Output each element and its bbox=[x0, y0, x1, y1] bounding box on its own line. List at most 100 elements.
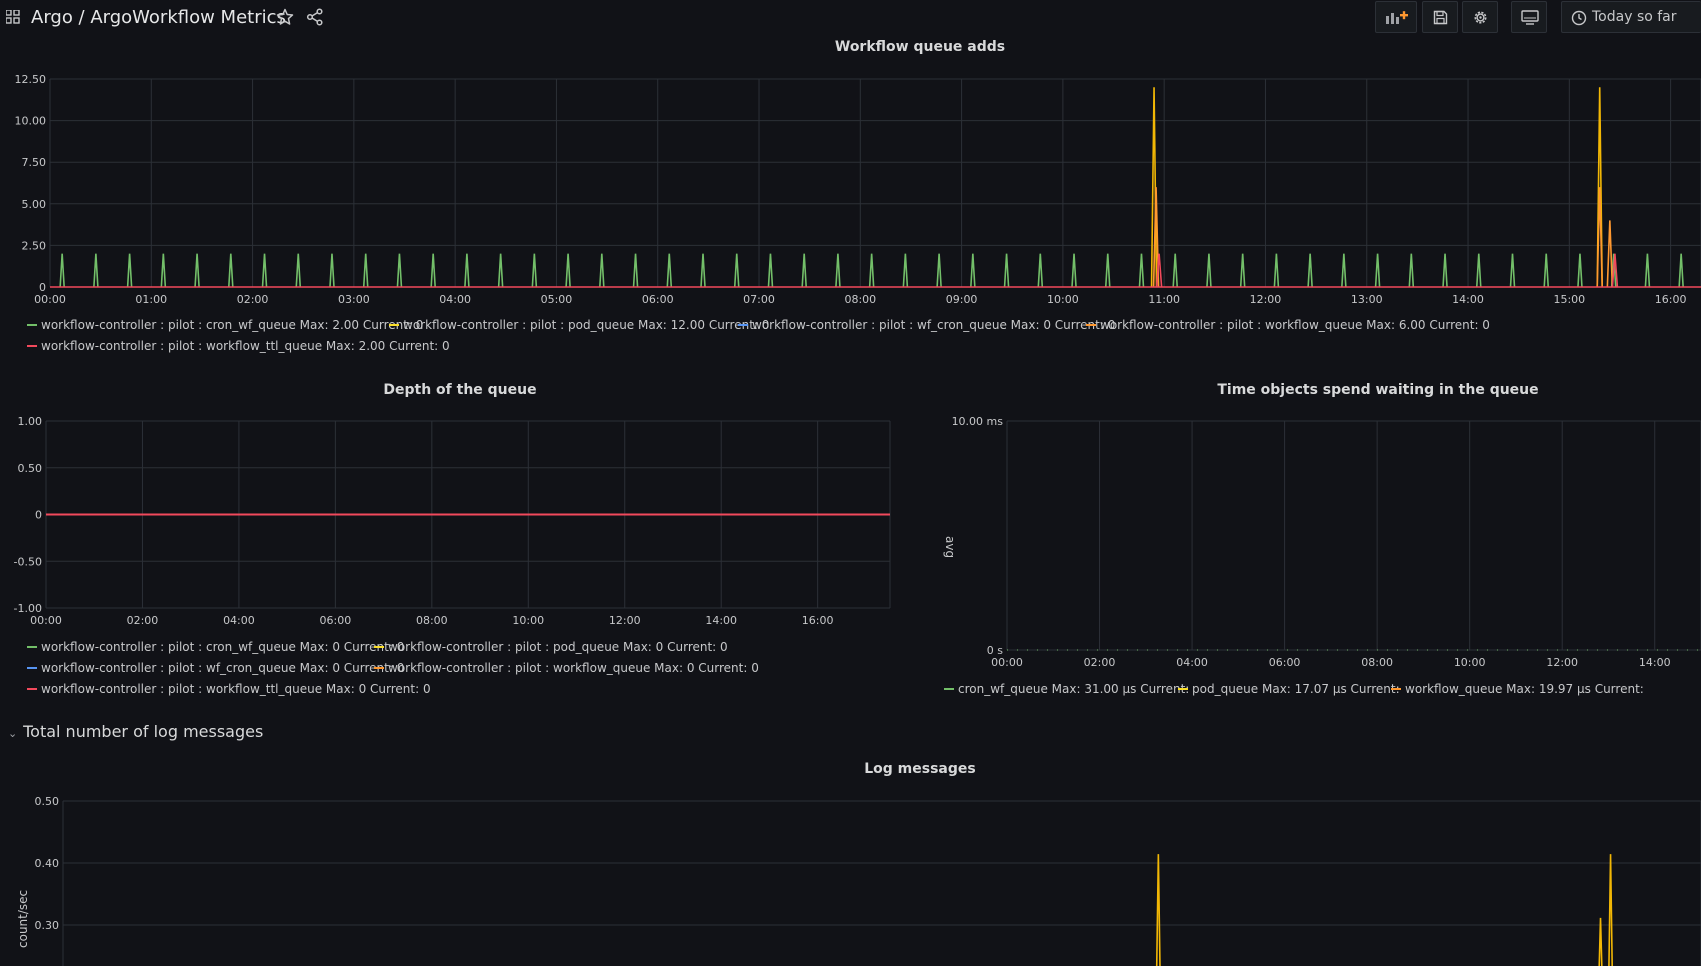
legend-label: cron_wf_queue Max: 31.00 µs Current: bbox=[958, 682, 1190, 696]
x-tick-label: 06:00 bbox=[642, 293, 674, 306]
cron-wf-queue-spike bbox=[835, 253, 841, 288]
legend-swatch bbox=[27, 344, 37, 347]
x-tick-label: 00:00 bbox=[991, 656, 1023, 669]
x-tick-label: 10:00 bbox=[1047, 293, 1079, 306]
x-tick-label: 08:00 bbox=[1361, 656, 1393, 669]
x-tick-label: 03:00 bbox=[338, 293, 370, 306]
legend-label: workflow-controller : pilot : cron_wf_qu… bbox=[41, 640, 405, 654]
legend-item[interactable]: workflow-controller : pilot : cron_wf_qu… bbox=[27, 318, 423, 332]
queue-wait-title: Time objects spend waiting in the queue bbox=[1217, 382, 1539, 398]
legend-item[interactable]: workflow-controller : pilot : wf_cron_qu… bbox=[738, 318, 1115, 332]
cron-wf-queue-spike bbox=[59, 253, 65, 288]
legend-swatch bbox=[374, 645, 384, 648]
x-tick-label: 16:00 bbox=[802, 614, 834, 627]
log-rate-peak bbox=[1608, 854, 1613, 966]
dashboard-settings-button[interactable] bbox=[1462, 1, 1498, 33]
cron-wf-queue-spike bbox=[1307, 253, 1313, 288]
x-tick-label: 02:00 bbox=[237, 293, 269, 306]
y-tick-label: 10.00 ms bbox=[952, 415, 1004, 428]
cron-wf-queue-spike bbox=[700, 253, 706, 288]
legend-label: workflow_queue Max: 19.97 µs Current: bbox=[1405, 682, 1644, 696]
cron-wf-queue-spike bbox=[1037, 253, 1044, 288]
legend-item[interactable]: pod_queue Max: 17.07 µs Current: bbox=[1178, 682, 1400, 696]
y-tick-label: 10.00 bbox=[15, 115, 47, 128]
legend-item[interactable]: workflow-controller : pilot : wf_cron_qu… bbox=[27, 661, 404, 675]
x-tick-label: 12:00 bbox=[1546, 656, 1578, 669]
y-tick-label: -0.50 bbox=[14, 555, 42, 568]
legend-item[interactable]: workflow-controller : pilot : workflow_q… bbox=[374, 661, 759, 675]
legend-label: workflow-controller : pilot : workflow_t… bbox=[41, 339, 450, 353]
star-icon[interactable] bbox=[276, 8, 294, 26]
legend-item[interactable]: workflow_queue Max: 19.97 µs Current: bbox=[1391, 682, 1644, 696]
log-rate-peak bbox=[1598, 917, 1603, 966]
series-spike bbox=[1596, 187, 1604, 288]
x-tick-label: 04:00 bbox=[223, 614, 255, 627]
legend-item[interactable]: workflow-controller : pilot : cron_wf_qu… bbox=[27, 640, 404, 654]
legend-item[interactable]: workflow-controller : pilot : pod_queue … bbox=[374, 640, 728, 654]
log-row-title: Total number of log messages bbox=[23, 722, 264, 741]
x-tick-label: 02:00 bbox=[1084, 656, 1116, 669]
y-tick-label: 0 s bbox=[987, 644, 1003, 657]
y-axis-label: count/sec bbox=[16, 890, 30, 948]
queue-depth-chart[interactable]: -1.00 -0.50 0 0.50 1.00 00:00 02:00 04:00 06:00 0… bbox=[0, 408, 900, 633]
time-range-picker[interactable]: Today so far bbox=[1561, 1, 1701, 33]
cron-wf-queue-spike bbox=[936, 253, 942, 288]
cron-wf-queue-spike bbox=[362, 253, 369, 288]
x-tick-label: 08:00 bbox=[844, 293, 876, 306]
y-tick-label: 5.00 bbox=[22, 198, 47, 211]
y-tick-label: 1.00 bbox=[18, 415, 43, 428]
y-tick-label: 0 bbox=[39, 281, 46, 294]
legend-label: pod_queue Max: 17.07 µs Current: bbox=[1192, 682, 1400, 696]
x-tick-label: 08:00 bbox=[416, 614, 448, 627]
x-tick-label: 05:00 bbox=[541, 293, 573, 306]
x-tick-label: 10:00 bbox=[1454, 656, 1486, 669]
add-panel-button[interactable] bbox=[1375, 1, 1417, 33]
legend-item[interactable]: cron_wf_queue Max: 31.00 µs Current: bbox=[944, 682, 1189, 696]
legend-item[interactable]: workflow-controller : pilot : workflow_t… bbox=[27, 339, 450, 353]
view-mode-button[interactable] bbox=[1511, 1, 1547, 33]
legend-label: workflow-controller : pilot : wf_cron_qu… bbox=[752, 318, 1116, 332]
queue-adds-title: Workflow queue adds bbox=[834, 39, 1006, 55]
queue-adds-chart[interactable]: 0 2.50 5.00 7.50 10.00 12.50 00:00 01:00 02:00 03… bbox=[0, 60, 1701, 315]
cron-wf-queue-spike bbox=[1138, 253, 1145, 288]
cron-wf-queue-spike bbox=[1475, 253, 1482, 288]
y-tick-label: 0 bbox=[35, 509, 42, 522]
queue-depth-legend: workflow-controller : pilot : cron_wf_qu… bbox=[0, 640, 900, 704]
x-tick-label: 02:00 bbox=[127, 614, 159, 627]
legend-item[interactable]: workflow-controller : pilot : pod_queue … bbox=[389, 318, 769, 332]
legend-swatch bbox=[1086, 323, 1096, 326]
save-dashboard-button[interactable] bbox=[1422, 1, 1458, 33]
y-tick-label: 0.40 bbox=[35, 857, 60, 870]
cron-wf-queue-spike bbox=[1239, 253, 1246, 288]
series-spike bbox=[1596, 87, 1604, 288]
x-tick-label: 14:00 bbox=[1452, 293, 1484, 306]
share-icon[interactable] bbox=[306, 8, 324, 26]
dashboards-grid-icon[interactable] bbox=[6, 10, 20, 24]
cron-wf-queue-spike bbox=[1003, 253, 1010, 288]
legend-label: workflow-controller : pilot : pod_queue … bbox=[403, 318, 770, 332]
log-messages-row-header[interactable]: ⌄ Total number of log messages bbox=[8, 722, 263, 741]
legend-label: workflow-controller : pilot : workflow_q… bbox=[388, 661, 759, 675]
cron-wf-queue-spike bbox=[329, 253, 335, 288]
legend-item[interactable]: workflow-controller : pilot : workflow_t… bbox=[27, 682, 431, 696]
cron-wf-queue-spike bbox=[295, 253, 302, 288]
cron-wf-queue-spike bbox=[1442, 253, 1448, 288]
x-tick-label: 14:00 bbox=[705, 614, 737, 627]
legend-label: workflow-controller : pilot : workflow_q… bbox=[1100, 318, 1490, 332]
add-panel-icon bbox=[1386, 11, 1408, 24]
legend-item[interactable]: workflow-controller : pilot : workflow_q… bbox=[1086, 318, 1490, 332]
cron-wf-queue-spike bbox=[970, 253, 976, 288]
cron-wf-queue-spike bbox=[160, 253, 167, 288]
cron-wf-queue-spike bbox=[228, 253, 234, 288]
cron-wf-queue-spike bbox=[666, 253, 673, 288]
cron-wf-queue-spike bbox=[1071, 253, 1077, 288]
queue-wait-chart[interactable]: 0 s 10.00 ms 00:00 02:00 04:00 06:00 08:00 10:0… bbox=[920, 408, 1701, 673]
cron-wf-queue-spike bbox=[93, 253, 99, 288]
x-tick-label: 14:00 bbox=[1639, 656, 1671, 669]
legend-swatch bbox=[1391, 687, 1401, 690]
legend-swatch bbox=[374, 666, 384, 669]
dashboard-breadcrumb[interactable]: Argo / ArgoWorkflow Metrics bbox=[31, 7, 286, 28]
cron-wf-queue-spike bbox=[868, 253, 875, 288]
cron-wf-queue-spike bbox=[261, 253, 268, 288]
